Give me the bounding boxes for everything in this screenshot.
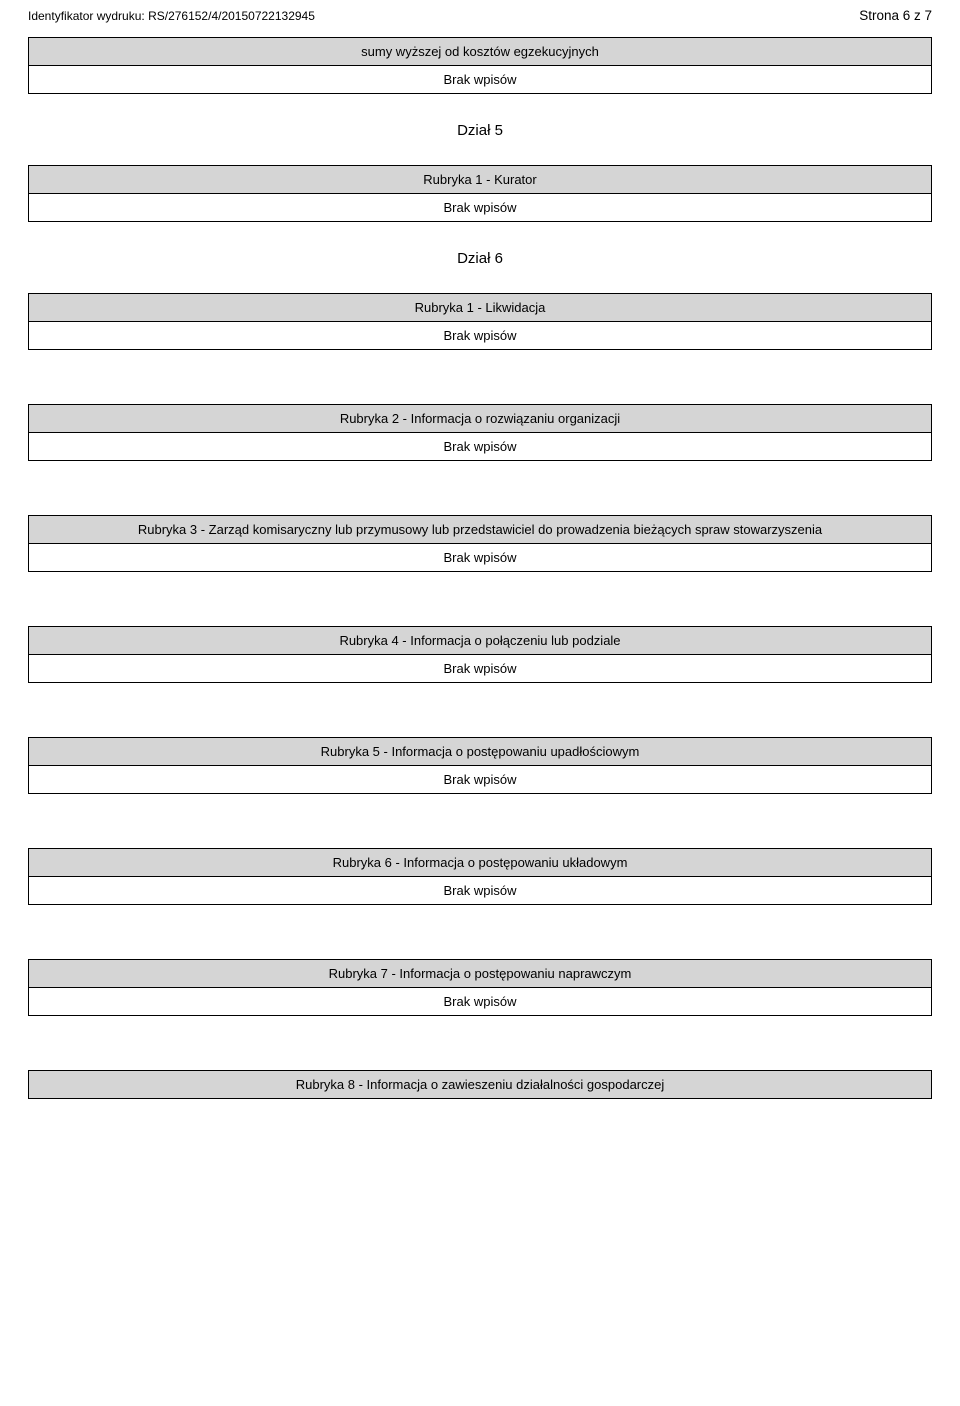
top-section-body: Brak wpisów — [29, 65, 931, 93]
dzial5-rubryka1: Rubryka 1 - Kurator Brak wpisów — [28, 165, 932, 222]
dzial6-rubryka4: Rubryka 4 - Informacja o połączeniu lub … — [28, 626, 932, 683]
dzial6-rubryka8-header: Rubryka 8 - Informacja o zawieszeniu dzi… — [28, 1070, 932, 1099]
rubryka-body: Brak wpisów — [29, 765, 931, 793]
rubryka-header: Rubryka 1 - Likwidacja — [29, 294, 931, 321]
rubryka-header: Rubryka 1 - Kurator — [29, 166, 931, 193]
spacer — [28, 350, 932, 404]
dzial6-rubryka1: Rubryka 1 - Likwidacja Brak wpisów — [28, 293, 932, 350]
dzial6-rubryka3: Rubryka 3 - Zarząd komisaryczny lub przy… — [28, 515, 932, 572]
rubryka-body: Brak wpisów — [29, 654, 931, 682]
spacer — [28, 1016, 932, 1070]
dzial-5-title: Dział 5 — [28, 122, 932, 139]
rubryka-header: Rubryka 3 - Zarząd komisaryczny lub przy… — [29, 516, 931, 543]
rubryka-header: Rubryka 2 - Informacja o rozwiązaniu org… — [29, 405, 931, 432]
top-section: sumy wyższej od kosztów egzekucyjnych Br… — [28, 37, 932, 94]
rubryka-header: Rubryka 7 - Informacja o postępowaniu na… — [29, 960, 931, 987]
spacer — [28, 572, 932, 626]
rubryka-body: Brak wpisów — [29, 987, 931, 1015]
spacer — [28, 461, 932, 515]
rubryka-body: Brak wpisów — [29, 193, 931, 221]
identifier: Identyfikator wydruku: RS/276152/4/20150… — [28, 9, 315, 23]
identifier-value: RS/276152/4/20150722132945 — [148, 9, 315, 23]
top-section-header: sumy wyższej od kosztów egzekucyjnych — [29, 38, 931, 65]
rubryka-body: Brak wpisów — [29, 432, 931, 460]
document-page: Identyfikator wydruku: RS/276152/4/20150… — [0, 0, 960, 1119]
identifier-label: Identyfikator wydruku: — [28, 9, 145, 23]
dzial6-rubryka5: Rubryka 5 - Informacja o postępowaniu up… — [28, 737, 932, 794]
dzial-6-title: Dział 6 — [28, 250, 932, 267]
rubryka-body: Brak wpisów — [29, 321, 931, 349]
spacer — [28, 905, 932, 959]
dzial6-rubryka7: Rubryka 7 - Informacja o postępowaniu na… — [28, 959, 932, 1016]
dzial6-rubryka2: Rubryka 2 - Informacja o rozwiązaniu org… — [28, 404, 932, 461]
rubryka-body: Brak wpisów — [29, 876, 931, 904]
page-header: Identyfikator wydruku: RS/276152/4/20150… — [28, 8, 932, 23]
rubryka-header: Rubryka 4 - Informacja o połączeniu lub … — [29, 627, 931, 654]
dzial6-rubryka6: Rubryka 6 - Informacja o postępowaniu uk… — [28, 848, 932, 905]
spacer — [28, 683, 932, 737]
rubryka-header: Rubryka 5 - Informacja o postępowaniu up… — [29, 738, 931, 765]
rubryka-header: Rubryka 6 - Informacja o postępowaniu uk… — [29, 849, 931, 876]
page-number: Strona 6 z 7 — [859, 8, 932, 23]
rubryka-body: Brak wpisów — [29, 543, 931, 571]
spacer — [28, 794, 932, 848]
